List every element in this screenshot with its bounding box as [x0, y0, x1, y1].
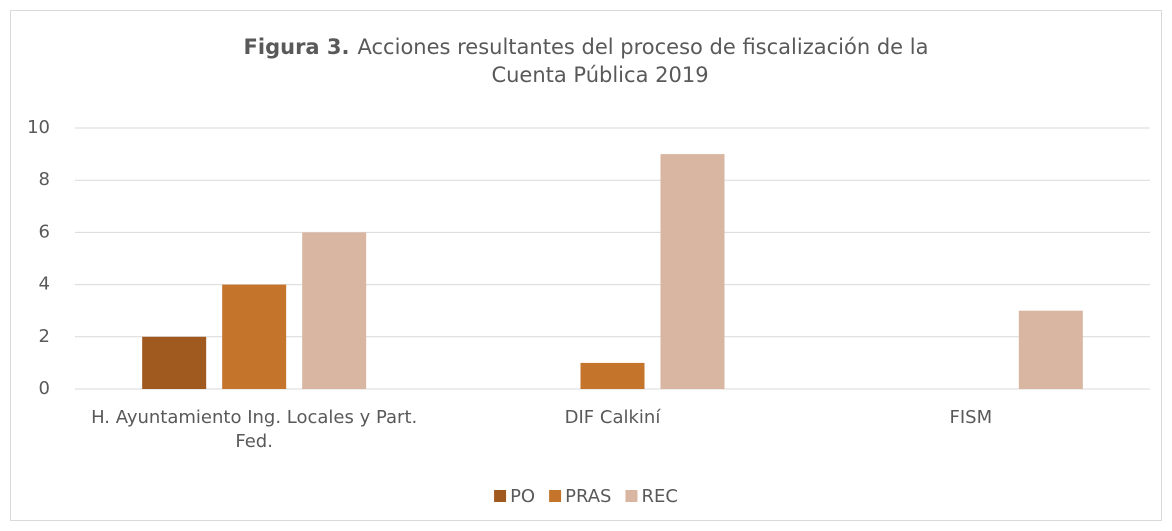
y-tick-label: 10: [27, 117, 50, 138]
x-tick-label: FISM: [949, 407, 993, 428]
y-tick-label: 6: [39, 221, 50, 242]
bar: [302, 232, 367, 389]
legend-label: PRAS: [565, 486, 611, 507]
title-text: Acciones resultantes del proceso de fisc…: [358, 35, 929, 59]
x-tick-label: DIF Calkiní: [564, 407, 661, 428]
legend-label: PO: [510, 486, 535, 507]
chart-title: Cuenta Pública 2019: [491, 63, 708, 87]
bar: [222, 284, 287, 389]
legend-label: REC: [641, 486, 677, 507]
chart-title: Figura 3. Acciones resultantes del proces…: [244, 35, 929, 59]
bar: [1018, 310, 1083, 389]
legend-swatch: [625, 490, 638, 502]
bar: [142, 336, 207, 389]
y-tick-label: 0: [39, 378, 50, 399]
legend-swatch: [549, 490, 562, 502]
legend-swatch: [494, 490, 507, 502]
bar: [660, 154, 725, 389]
title-label: Figura 3.: [244, 35, 350, 59]
y-tick-label: 2: [39, 326, 50, 347]
x-tick-label: H. Ayuntamiento Ing. Locales y Part. Fed…: [91, 407, 418, 452]
y-tick-label: 8: [39, 169, 50, 190]
chart-border: [10, 10, 1162, 521]
y-tick-label: 4: [39, 274, 50, 295]
bar: [580, 362, 645, 389]
